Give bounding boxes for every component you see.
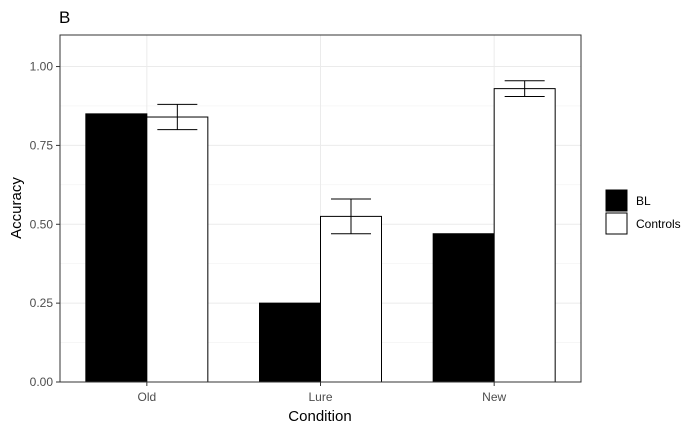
legend-key-controls xyxy=(605,212,628,235)
bar-bl-lure xyxy=(259,302,321,383)
legend-label-controls: Controls xyxy=(636,217,681,231)
bar-controls-lure xyxy=(320,215,382,383)
y-tick-label: 0.00 xyxy=(30,375,54,389)
y-tick-label: 0.25 xyxy=(30,296,54,310)
x-axis: Old Lure New xyxy=(137,382,506,404)
x-tick-label: Lure xyxy=(308,390,332,404)
x-tick-label: Old xyxy=(137,390,156,404)
bar-controls-new xyxy=(493,88,556,383)
y-tick-label: 0.50 xyxy=(30,217,54,231)
bar-controls-old xyxy=(146,116,209,383)
x-tick-label: New xyxy=(482,390,506,404)
legend: BL Controls xyxy=(605,189,681,235)
y-axis: 0.00 0.25 0.50 0.75 1.00 xyxy=(30,60,60,389)
y-tick-label: 0.75 xyxy=(30,138,54,152)
x-axis-title: Condition xyxy=(288,408,351,425)
y-axis-title: Accuracy xyxy=(8,177,25,239)
bar-bl-new xyxy=(432,233,495,383)
bars xyxy=(85,88,556,383)
bar-bl-old xyxy=(85,113,148,383)
legend-key-bl xyxy=(605,189,628,212)
legend-label-bl: BL xyxy=(636,194,651,208)
error-bars xyxy=(157,80,545,235)
panel-tag: B xyxy=(59,8,70,27)
y-tick-label: 1.00 xyxy=(30,60,54,74)
